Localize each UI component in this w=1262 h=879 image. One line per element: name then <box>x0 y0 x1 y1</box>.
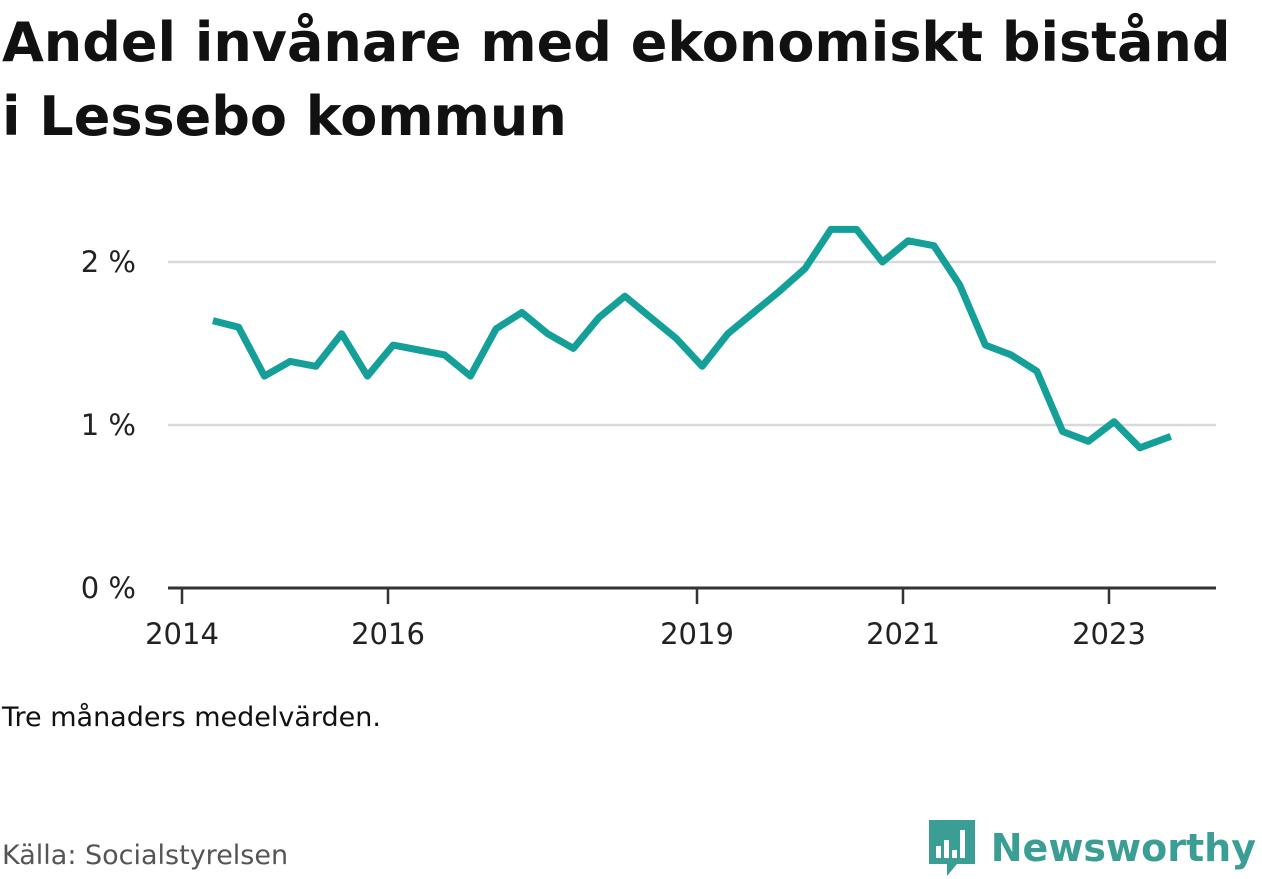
chart-title: Andel invånare med ekonomiskt bistånd i … <box>2 11 1231 148</box>
grid-lines <box>168 260 1216 427</box>
x-axis-ticks: 2014 2016 2019 2021 2023 <box>145 588 1146 651</box>
chart-note: Tre månaders medelvärden. <box>2 702 381 733</box>
series-line <box>212 225 1173 452</box>
x-tick-label: 2023 <box>1072 617 1146 651</box>
x-tick-label: 2014 <box>145 617 219 651</box>
line-chart: 0 % 1 % 2 % 2014 2016 2019 2021 2023 <box>81 225 1216 651</box>
x-tick-label: 2019 <box>660 617 734 651</box>
series-layer <box>212 225 1173 452</box>
bar-chart-speech-bubble-icon <box>928 820 975 876</box>
source-text: Källa: Socialstyrelsen <box>2 840 289 871</box>
x-tick-label: 2021 <box>866 617 940 651</box>
y-tick-label: 1 % <box>81 408 136 442</box>
y-tick-label: 2 % <box>81 245 136 279</box>
y-tick-label: 0 % <box>81 571 136 605</box>
brand-logo: Newsworthy <box>927 818 1256 878</box>
x-tick-label: 2016 <box>351 617 425 651</box>
brand-name: Newsworthy <box>990 826 1256 870</box>
y-axis-ticks: 0 % 1 % 2 % <box>81 245 136 605</box>
